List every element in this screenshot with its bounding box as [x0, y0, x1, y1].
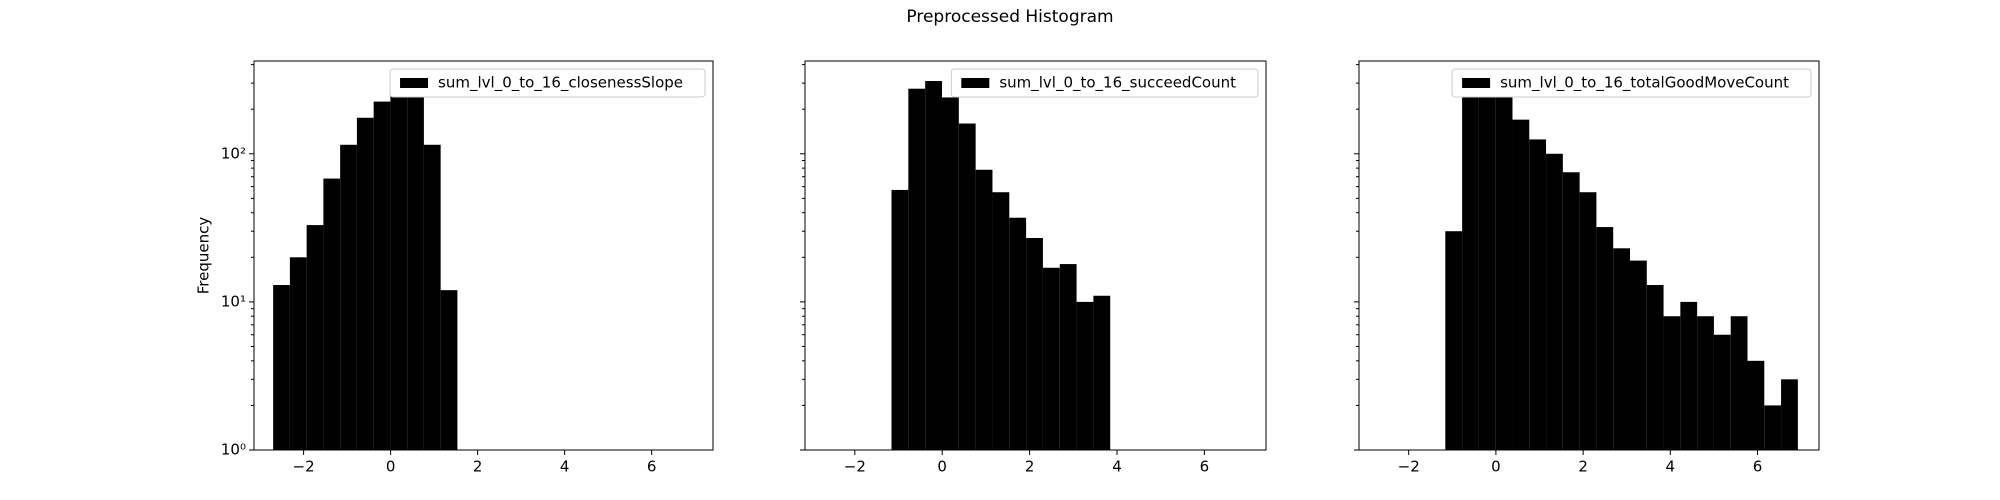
x-tick-label: 2 [473, 458, 483, 476]
bar [390, 87, 408, 451]
bar [407, 97, 424, 450]
x-tick-label: 0 [1491, 458, 1501, 476]
bar [440, 290, 458, 450]
x-tick-label: 6 [1200, 458, 1210, 476]
bar [1009, 217, 1027, 450]
bar [1697, 316, 1714, 450]
legend-swatch [400, 78, 429, 88]
legend-label: sum_lvl_0_to_16_closenessSlope [438, 74, 683, 93]
bar [1663, 316, 1681, 450]
legend: sum_lvl_0_to_16_closenessSlope [389, 68, 706, 98]
legend-frame [389, 68, 706, 98]
bar [273, 285, 290, 450]
bar [1512, 119, 1530, 451]
y-tick-label: 10² [221, 144, 246, 162]
bar [1646, 285, 1664, 450]
bar [992, 192, 1010, 450]
y-tick-label: 10¹ [221, 292, 246, 310]
y-tick-label: 10⁰ [221, 441, 246, 459]
bar [1462, 76, 1479, 450]
bar [1713, 334, 1731, 450]
bar [289, 257, 307, 450]
legend-frame [950, 68, 1259, 98]
legend-label: sum_lvl_0_to_16_totalGoodMoveCount [1500, 74, 1789, 93]
bar [306, 225, 324, 450]
bar [1042, 267, 1060, 450]
x-tick-label: 0 [937, 458, 947, 476]
x-tick-label: 4 [560, 458, 570, 476]
bar [1093, 295, 1111, 450]
bar [1026, 237, 1043, 450]
bar [1495, 97, 1513, 450]
x-tick-label: 0 [386, 458, 396, 476]
legend-frame [1451, 68, 1812, 98]
legend-label: sum_lvl_0_to_16_succeedCount [999, 74, 1236, 93]
bar [1747, 360, 1765, 450]
bar [1781, 379, 1798, 450]
bar [925, 80, 942, 451]
figure-title: Preprocessed Histogram [906, 7, 1113, 27]
legend: sum_lvl_0_to_16_succeedCount [950, 68, 1259, 98]
x-tick-label: 2 [1578, 458, 1588, 476]
bar [1680, 301, 1698, 450]
bar [941, 97, 959, 450]
x-tick-label: −2 [293, 458, 315, 476]
axes-frame [1358, 60, 1820, 451]
legend-swatch [961, 78, 990, 88]
bar [1764, 405, 1782, 450]
bar [1730, 316, 1748, 450]
x-tick-label: 4 [1112, 458, 1122, 476]
bar [975, 169, 993, 451]
bar [908, 88, 926, 451]
bar [1478, 85, 1496, 451]
bar [423, 144, 441, 450]
axes-frame [804, 60, 1267, 451]
bar [340, 144, 357, 450]
legend-swatch [1462, 78, 1491, 88]
bar [1579, 192, 1597, 450]
legend: sum_lvl_0_to_16_totalGoodMoveCount [1451, 68, 1812, 98]
bar [1445, 231, 1463, 450]
bar [323, 178, 341, 450]
bar [356, 117, 374, 450]
bar [1613, 248, 1630, 450]
bar [958, 123, 976, 450]
x-tick-label: −2 [844, 458, 866, 476]
bar [1562, 172, 1580, 451]
bar [891, 189, 909, 450]
bar [1529, 139, 1547, 450]
bar [373, 101, 391, 451]
x-tick-label: 6 [647, 458, 657, 476]
bar [1546, 153, 1563, 450]
bar [1629, 260, 1647, 450]
x-tick-label: −2 [1398, 458, 1420, 476]
x-tick-label: 2 [1025, 458, 1035, 476]
x-tick-label: 4 [1666, 458, 1676, 476]
bar [1076, 301, 1094, 450]
axes-frame [253, 60, 714, 451]
x-tick-label: 6 [1753, 458, 1763, 476]
bar [1059, 264, 1077, 450]
bar [1596, 227, 1614, 450]
y-axis-label: Frequency [195, 217, 213, 295]
